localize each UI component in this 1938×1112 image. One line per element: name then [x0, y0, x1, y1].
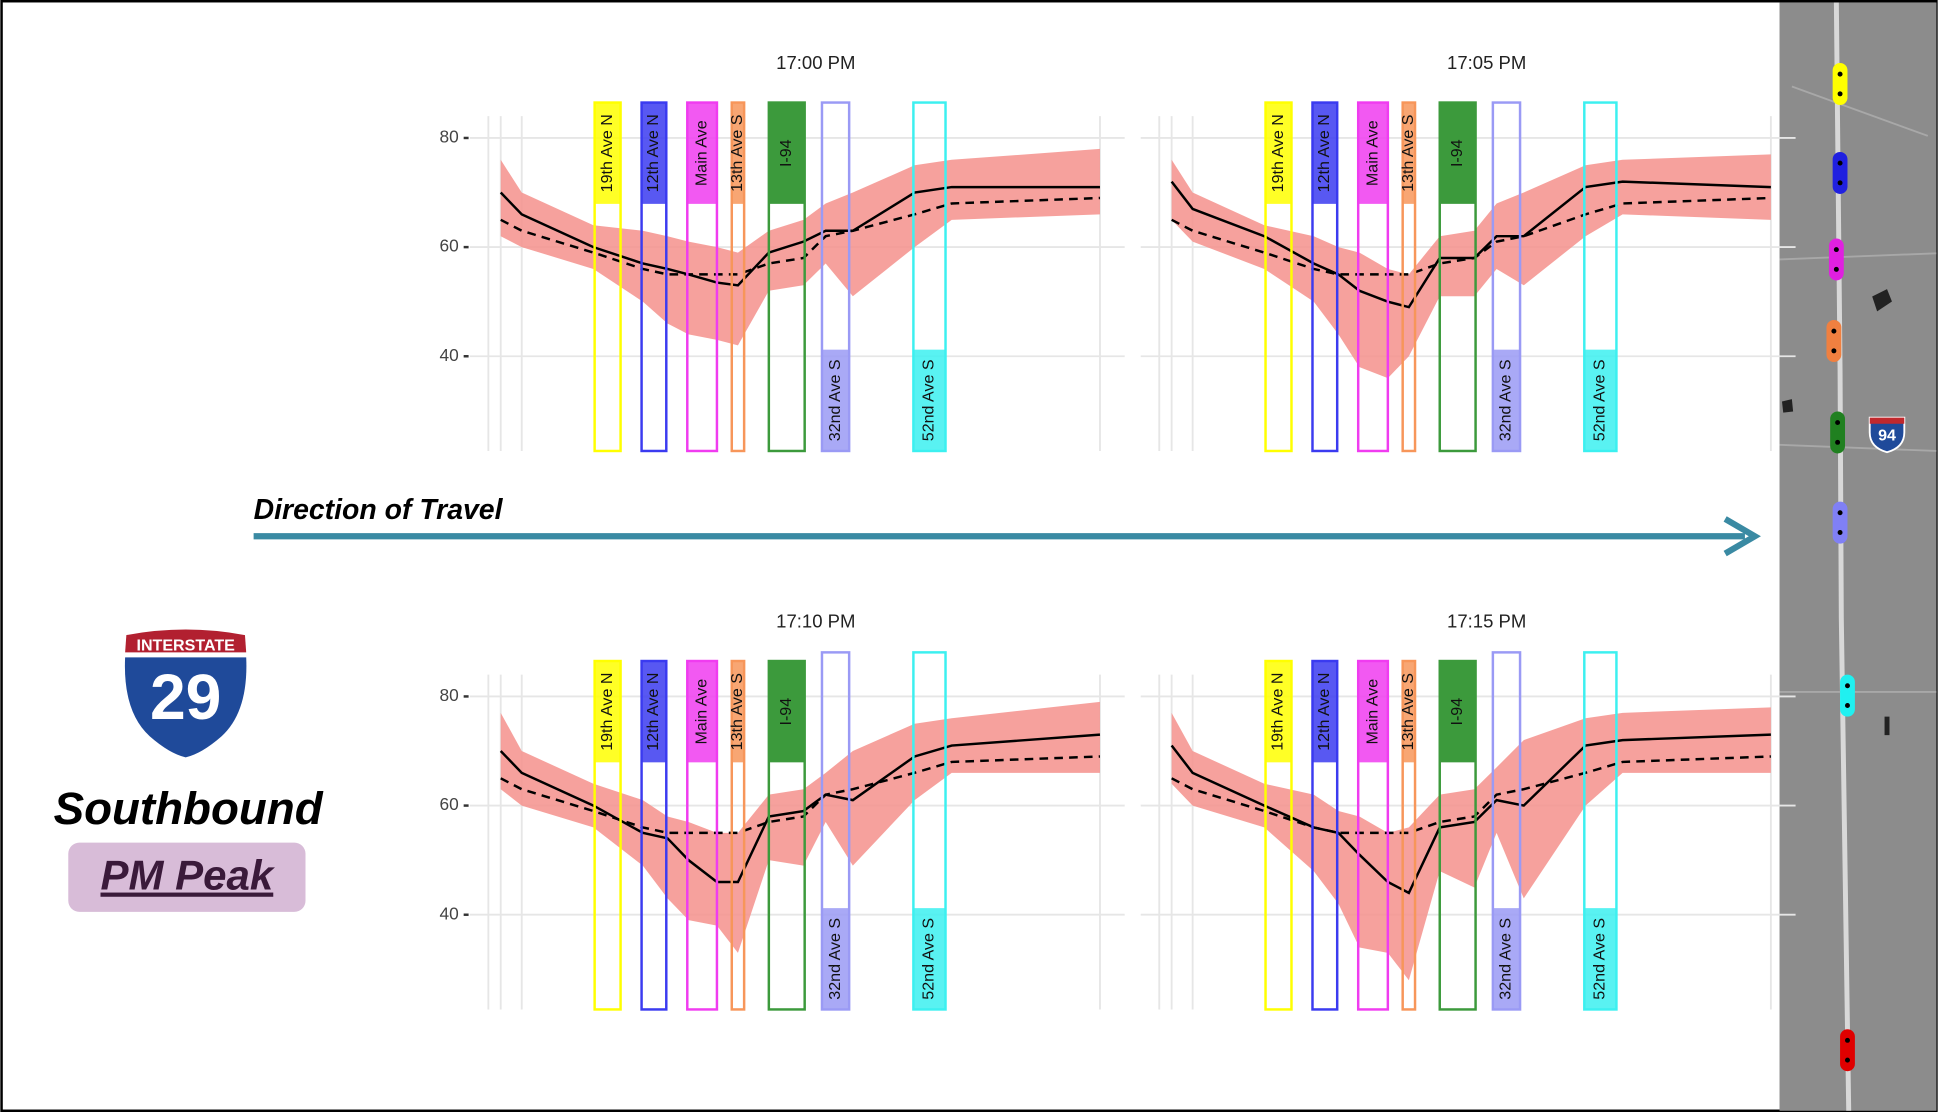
interchange-label: 13th Ave S [728, 673, 746, 750]
interchange-label: I-94 [777, 139, 795, 167]
interchange-label: 52nd Ave S [1591, 918, 1609, 1000]
chart-title: 17:10 PM [776, 611, 855, 632]
period: PM Peak [101, 852, 276, 899]
map-marker-dot [1835, 420, 1840, 425]
map-marker [1833, 152, 1848, 194]
map-marker-dot [1838, 510, 1843, 515]
slide: 94 Direction of Travel INTERSTATE 29 Sou… [0, 0, 1938, 1112]
shield-top: INTERSTATE [136, 636, 235, 654]
interchange-label: 32nd Ave S [826, 359, 844, 441]
map-marker-dot [1835, 440, 1840, 445]
interchange-label: 19th Ave N [598, 114, 616, 192]
map-marker [1840, 675, 1855, 717]
y-tick-label: 60 [439, 794, 458, 814]
map-marker-dot [1838, 530, 1843, 535]
interchange-label: 12th Ave N [1315, 673, 1333, 751]
map-marker-dot [1834, 267, 1839, 272]
interchange-label: 12th Ave N [1315, 114, 1333, 192]
map-marker-dot [1838, 72, 1843, 77]
map-marker-dot [1834, 247, 1839, 252]
map-marker [1826, 320, 1841, 362]
interchange-label: 19th Ave N [1269, 114, 1287, 192]
interchange-label: 52nd Ave S [1591, 359, 1609, 441]
map-marker [1829, 238, 1844, 280]
map-marker-dot [1838, 180, 1843, 185]
map-shield-number: 94 [1878, 426, 1896, 444]
map-marker-dot [1838, 91, 1843, 96]
map-marker [1830, 411, 1845, 453]
chart-title: 17:05 PM [1447, 52, 1526, 73]
interchange-label: Main Ave [692, 120, 710, 186]
interchange-label: 52nd Ave S [920, 359, 938, 441]
map-marker-dot [1831, 329, 1836, 334]
map-marker-dot [1845, 1038, 1850, 1043]
shield-number: 29 [150, 661, 221, 733]
interchange-label: 12th Ave N [644, 673, 662, 751]
interchange-label: 13th Ave S [1399, 673, 1417, 750]
heading: Southbound [54, 783, 324, 834]
interchange-label: 19th Ave N [598, 673, 616, 751]
y-tick-label: 40 [439, 345, 458, 365]
interchange-label: 13th Ave S [728, 115, 746, 192]
map-marker-dot [1845, 1058, 1850, 1063]
chart-title: 17:00 PM [776, 52, 855, 73]
interchange-label: 32nd Ave S [826, 918, 844, 1000]
interchange-label: 52nd Ave S [920, 918, 938, 1000]
direction-label: Direction of Travel [254, 494, 504, 526]
interchange-label: 13th Ave S [1399, 115, 1417, 192]
map-marker-dot [1845, 703, 1850, 708]
y-tick-label: 80 [439, 127, 458, 147]
interchange-label: Main Ave [692, 679, 710, 745]
map-marker [1833, 502, 1848, 544]
y-tick-label: 40 [439, 903, 458, 923]
y-tick-label: 60 [439, 236, 458, 256]
interchange-label: 32nd Ave S [1497, 359, 1515, 441]
map-marker [1840, 1029, 1855, 1071]
map-marker-dot [1838, 161, 1843, 166]
interchange-label: 32nd Ave S [1497, 918, 1515, 1000]
map-marker-dot [1831, 348, 1836, 353]
interchange-label: 12th Ave N [644, 114, 662, 192]
y-tick-label: 80 [439, 685, 458, 705]
map: 94 [1780, 2, 1937, 1110]
map-marker-dot [1845, 683, 1850, 688]
interchange-label: 19th Ave N [1269, 673, 1287, 751]
chart-title: 17:15 PM [1447, 611, 1526, 632]
interchange-label: I-94 [1448, 698, 1466, 726]
interchange-label: Main Ave [1363, 679, 1381, 745]
interchange-label: I-94 [1448, 139, 1466, 167]
map-marker [1833, 63, 1848, 105]
interchange-label: I-94 [777, 698, 795, 726]
interchange-label: Main Ave [1363, 120, 1381, 186]
